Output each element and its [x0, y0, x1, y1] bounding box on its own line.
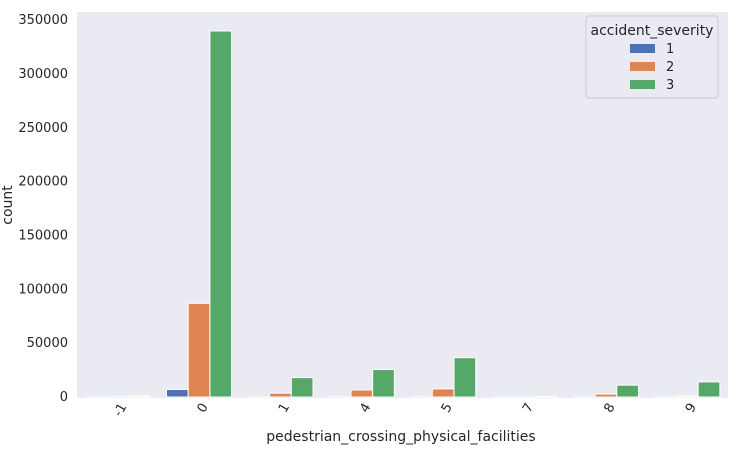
- x-tick-label: 8: [601, 401, 618, 416]
- x-tick-label: 7: [520, 401, 537, 416]
- y-tick-label: 300000: [18, 67, 68, 82]
- y-tick-label: 0: [60, 390, 68, 405]
- legend-label-1: 1: [666, 42, 674, 57]
- x-axis-title: pedestrian_crossing_physical_facilities: [266, 429, 535, 445]
- y-tick-label: 100000: [18, 282, 68, 297]
- y-tick-label: 350000: [18, 13, 68, 28]
- legend-box: [585, 15, 719, 99]
- legend-label-2: 2: [666, 60, 674, 75]
- legend: accident_severity 1 2 3: [585, 15, 719, 99]
- legend-label-3: 3: [666, 78, 674, 93]
- y-axis-title: count: [0, 185, 16, 225]
- x-tick-label: 0: [195, 401, 212, 416]
- bar-9-severity-3: [697, 381, 721, 398]
- x-tick-label: -1: [111, 401, 130, 420]
- y-axis: 0 50000 100000 150000 200000 250000 300000 3500…: [18, 13, 68, 405]
- bar--1-severity-3: [128, 395, 151, 398]
- bar-0-severity-2: [187, 302, 211, 398]
- x-tick-label: 1: [276, 401, 293, 416]
- bar-0-severity-3: [209, 30, 233, 398]
- x-axis: -1 0 1 4 5 7 8 9: [111, 401, 700, 420]
- y-tick-label: 150000: [18, 229, 68, 244]
- bar-1-severity-3: [290, 377, 314, 398]
- bar-8-severity-2: [594, 393, 618, 398]
- legend-swatch-3: [630, 80, 655, 89]
- bar-1-severity-2: [269, 392, 292, 398]
- y-tick-label: 200000: [18, 175, 68, 190]
- x-tick-label: 4: [357, 401, 374, 416]
- x-tick-label: 5: [439, 401, 456, 416]
- y-tick-label: 50000: [27, 336, 68, 351]
- bar-4-severity-3: [372, 369, 395, 398]
- bar-0-severity-1: [166, 388, 189, 398]
- bar-4-severity-2: [350, 389, 374, 398]
- legend-swatch-1: [630, 44, 655, 53]
- bar-9-severity-2: [675, 395, 699, 398]
- bar-5-severity-3: [453, 357, 477, 398]
- legend-title: accident_severity: [591, 23, 714, 39]
- y-tick-label: 250000: [18, 121, 68, 136]
- bar-8-severity-3: [616, 384, 639, 398]
- legend-swatch-2: [630, 62, 655, 71]
- bars-group: [84, 30, 721, 398]
- x-tick-label: 9: [683, 401, 700, 416]
- bar-5-severity-2: [431, 388, 455, 398]
